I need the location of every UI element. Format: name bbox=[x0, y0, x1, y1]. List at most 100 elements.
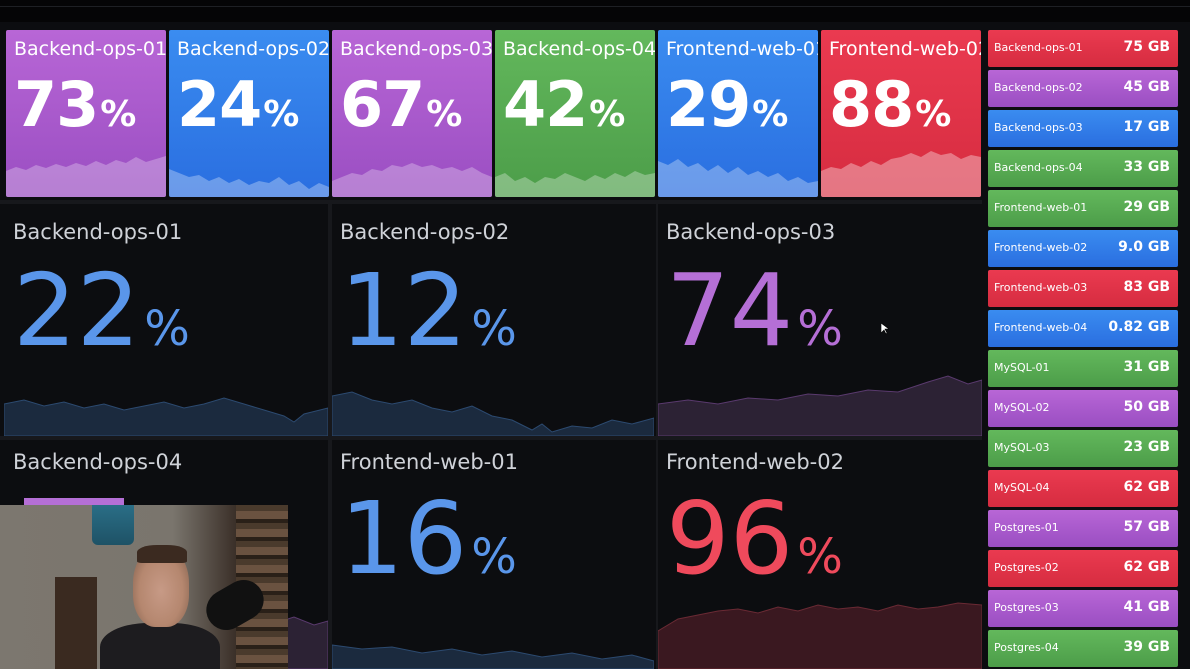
panel-value: 74% bbox=[666, 252, 843, 369]
list-item-name: MySQL-04 bbox=[994, 481, 1050, 494]
list-item-value: 39 GB bbox=[1123, 639, 1170, 655]
list-item[interactable]: Backend-ops-02 45 GB bbox=[988, 70, 1178, 107]
tile-title: Backend-ops-03 bbox=[340, 38, 492, 60]
panel-value: 12% bbox=[340, 252, 517, 369]
webcam-lamp bbox=[92, 505, 134, 545]
panel-value: 96% bbox=[666, 480, 843, 597]
list-item-value: 75 GB bbox=[1123, 39, 1170, 55]
panel-title: Frontend-web-01 bbox=[340, 450, 518, 474]
list-item-name: Postgres-02 bbox=[994, 561, 1059, 574]
list-item[interactable]: Frontend-web-02 9.0 GB bbox=[988, 230, 1178, 267]
panel-title: Backend-ops-03 bbox=[666, 220, 836, 244]
list-item[interactable]: Backend-ops-03 17 GB bbox=[988, 110, 1178, 147]
panel-title: Backend-ops-02 bbox=[340, 220, 510, 244]
grid-separator bbox=[0, 436, 982, 440]
list-item[interactable]: Backend-ops-04 33 GB bbox=[988, 150, 1178, 187]
list-item-value: 62 GB bbox=[1123, 479, 1170, 495]
tile-title: Frontend-web-02 bbox=[829, 38, 981, 60]
list-item-name: Postgres-04 bbox=[994, 641, 1059, 654]
stat-tile-frontend-web-01[interactable]: Frontend-web-01 29% bbox=[658, 30, 818, 197]
list-item-value: 62 GB bbox=[1123, 559, 1170, 575]
panel-value: 16% bbox=[340, 480, 517, 597]
panel-title: Backend-ops-01 bbox=[13, 220, 183, 244]
list-item-value: 83 GB bbox=[1123, 279, 1170, 295]
top-divider bbox=[0, 6, 1190, 7]
list-item-name: Frontend-web-04 bbox=[994, 321, 1088, 334]
list-item-value: 0.82 GB bbox=[1108, 319, 1170, 335]
top-bar bbox=[0, 0, 1190, 22]
tile-value: 24% bbox=[177, 68, 299, 141]
list-item[interactable]: Postgres-03 41 GB bbox=[988, 590, 1178, 627]
gauge-panel-backend-ops-02[interactable]: Backend-ops-02 12% bbox=[332, 204, 656, 436]
list-item-name: MySQL-01 bbox=[994, 361, 1050, 374]
list-item-name: Frontend-web-02 bbox=[994, 241, 1088, 254]
list-item-name: Frontend-web-03 bbox=[994, 281, 1088, 294]
panel-sparkline bbox=[332, 644, 654, 669]
tile-sparkline bbox=[332, 163, 492, 197]
tile-value: 88% bbox=[829, 68, 951, 141]
panel-title: Backend-ops-04 bbox=[13, 450, 183, 474]
tile-value: 73% bbox=[14, 68, 136, 141]
tile-sparkline bbox=[495, 171, 655, 197]
stat-tile-backend-ops-02[interactable]: Backend-ops-02 24% bbox=[169, 30, 329, 197]
tile-title: Frontend-web-01 bbox=[666, 38, 818, 60]
webcam-door bbox=[55, 577, 97, 669]
tile-sparkline bbox=[658, 159, 818, 197]
tile-title: Backend-ops-04 bbox=[503, 38, 655, 60]
tile-value: 42% bbox=[503, 68, 625, 141]
list-item-name: MySQL-02 bbox=[994, 401, 1050, 414]
list-item[interactable]: Frontend-web-01 29 GB bbox=[988, 190, 1178, 227]
tile-sparkline bbox=[169, 169, 329, 197]
list-item-name: Backend-ops-02 bbox=[994, 81, 1083, 94]
stat-tile-backend-ops-03[interactable]: Backend-ops-03 67% bbox=[332, 30, 492, 197]
grid-separator bbox=[0, 200, 982, 204]
list-item-value: 50 GB bbox=[1123, 399, 1170, 415]
list-item-value: 45 GB bbox=[1123, 79, 1170, 95]
list-item[interactable]: Frontend-web-04 0.82 GB bbox=[988, 310, 1178, 347]
list-item-value: 31 GB bbox=[1123, 359, 1170, 375]
tile-value: 29% bbox=[666, 68, 788, 141]
webcam-overlay bbox=[0, 505, 288, 669]
list-item-name: Backend-ops-03 bbox=[994, 121, 1083, 134]
webcam-person-hair bbox=[137, 545, 187, 563]
list-item[interactable]: Postgres-02 62 GB bbox=[988, 550, 1178, 587]
tile-value: 67% bbox=[340, 68, 462, 141]
list-item-value: 41 GB bbox=[1123, 599, 1170, 615]
grid-separator bbox=[654, 204, 658, 669]
tile-title: Backend-ops-02 bbox=[177, 38, 329, 60]
list-item-value: 29 GB bbox=[1123, 199, 1170, 215]
list-item[interactable]: MySQL-04 62 GB bbox=[988, 470, 1178, 507]
list-item[interactable]: Backend-ops-01 75 GB bbox=[988, 30, 1178, 67]
gauge-panel-backend-ops-01[interactable]: Backend-ops-01 22% bbox=[4, 204, 328, 436]
list-item-name: Backend-ops-04 bbox=[994, 161, 1083, 174]
tile-sparkline bbox=[821, 151, 981, 197]
list-item[interactable]: MySQL-02 50 GB bbox=[988, 390, 1178, 427]
tile-sparkline bbox=[6, 156, 166, 197]
panel-sparkline bbox=[658, 602, 982, 669]
list-item-value: 57 GB bbox=[1123, 519, 1170, 535]
stat-tile-backend-ops-04[interactable]: Backend-ops-04 42% bbox=[495, 30, 655, 197]
panel-value-partial bbox=[24, 498, 124, 506]
gauge-panel-frontend-web-02[interactable]: Frontend-web-02 96% bbox=[658, 440, 982, 669]
list-item-name: Postgres-01 bbox=[994, 521, 1059, 534]
gauge-panel-frontend-web-01[interactable]: Frontend-web-01 16% bbox=[332, 440, 656, 669]
panel-sparkline bbox=[4, 397, 328, 436]
gauge-panel-backend-ops-03[interactable]: Backend-ops-03 74% bbox=[658, 204, 982, 436]
stat-tile-backend-ops-01[interactable]: Backend-ops-01 73% bbox=[6, 30, 166, 197]
list-item-value: 23 GB bbox=[1123, 439, 1170, 455]
stat-tile-frontend-web-02[interactable]: Frontend-web-02 88% bbox=[821, 30, 981, 197]
grid-separator bbox=[328, 204, 332, 669]
list-item[interactable]: Postgres-01 57 GB bbox=[988, 510, 1178, 547]
list-item-name: MySQL-03 bbox=[994, 441, 1050, 454]
mouse-cursor-icon bbox=[881, 323, 889, 335]
list-item[interactable]: MySQL-03 23 GB bbox=[988, 430, 1178, 467]
panel-sparkline bbox=[332, 391, 654, 436]
tile-title: Backend-ops-01 bbox=[14, 38, 166, 60]
list-item[interactable]: MySQL-01 31 GB bbox=[988, 350, 1178, 387]
list-item-name: Frontend-web-01 bbox=[994, 201, 1088, 214]
list-item[interactable]: Postgres-04 39 GB bbox=[988, 630, 1178, 667]
webcam-person-body bbox=[100, 623, 220, 669]
list-item[interactable]: Frontend-web-03 83 GB bbox=[988, 270, 1178, 307]
panel-title: Frontend-web-02 bbox=[666, 450, 844, 474]
list-item-name: Postgres-03 bbox=[994, 601, 1059, 614]
